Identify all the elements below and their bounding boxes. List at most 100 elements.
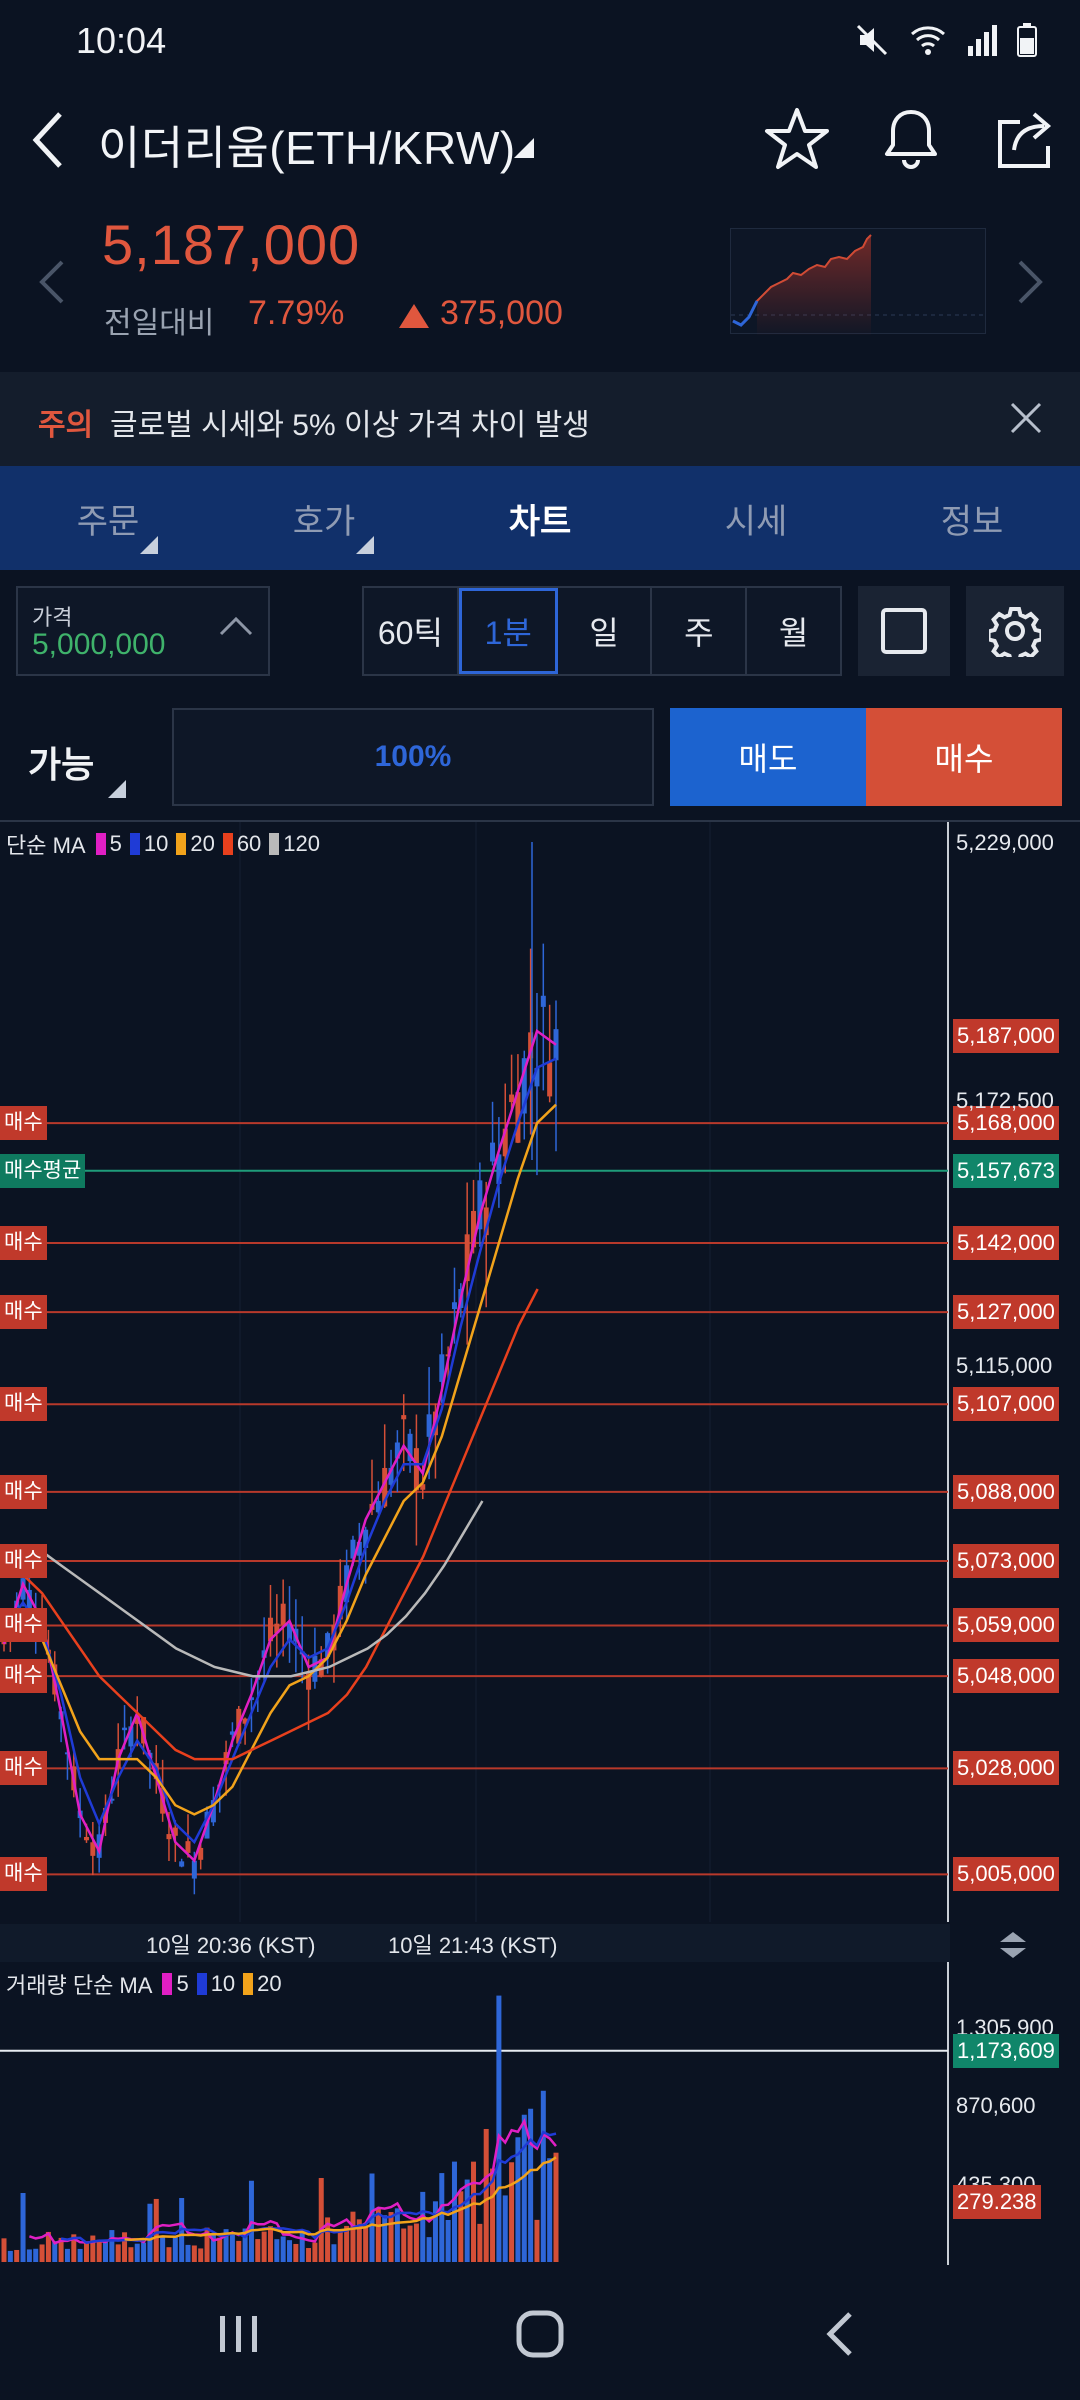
price-chart[interactable]: [0, 822, 1080, 1922]
volume-bar: [153, 2198, 159, 2262]
price-input-value[interactable]: 5,000,000: [32, 628, 166, 661]
volume-ma-line-5: [29, 2117, 557, 2245]
volume-bar: [90, 2235, 96, 2262]
price-tag: 5,028,000: [953, 1751, 1059, 1786]
candle-body: [166, 1834, 172, 1840]
pane-resize-handle[interactable]: [996, 1930, 1030, 1965]
tab-chart[interactable]: 차트: [432, 466, 648, 570]
candle-body: [280, 1603, 286, 1625]
timeframe-60tick[interactable]: 60틱: [364, 588, 459, 674]
timeframe-month[interactable]: 월: [778, 615, 809, 651]
buy-line-tag: 매수: [0, 1106, 47, 1141]
timeframe-day[interactable]: 일: [558, 588, 653, 674]
legend-swatch: [222, 833, 233, 855]
candle-body: [413, 1448, 419, 1491]
volume-bar: [401, 2228, 407, 2262]
candle-body: [528, 1032, 534, 1059]
volume-bar: [547, 2158, 553, 2262]
volume-bar: [540, 2090, 546, 2262]
volume-bar: [420, 2191, 426, 2262]
volume-bar: [103, 2241, 109, 2262]
volume-bar: [83, 2242, 89, 2262]
volume-chart[interactable]: [0, 1962, 1080, 2265]
star-icon: [765, 108, 829, 169]
volume-last-tag: 279.238: [953, 2185, 1041, 2219]
favorite-button[interactable]: [762, 104, 832, 179]
battery-icon: [1017, 23, 1037, 57]
tab-chart-label: 차트: [508, 502, 572, 541]
price-tag: 5,107,000: [953, 1387, 1059, 1422]
candle-body: [490, 1142, 496, 1162]
price-tag: 5,005,000: [953, 1857, 1059, 1892]
price-tag: 5,127,000: [953, 1295, 1059, 1330]
volume-bar: [210, 2235, 216, 2262]
volume-bar: [1, 2238, 7, 2262]
next-coin-button[interactable]: [1016, 258, 1044, 311]
volume-bar: [191, 2245, 197, 2262]
quantity-percent-field[interactable]: 100%: [172, 708, 654, 806]
home-button[interactable]: [514, 2308, 566, 2365]
volume-bar: [33, 2248, 39, 2262]
tab-quotes[interactable]: 시세: [648, 466, 864, 570]
axis-tick-label: 5,229,000: [956, 830, 1054, 855]
available-label[interactable]: 가능: [28, 744, 95, 785]
home-icon: [516, 2310, 564, 2358]
square-icon: [881, 608, 927, 654]
title-dropdown-caret[interactable]: [512, 136, 536, 165]
legend-item-label: 60: [236, 831, 262, 856]
candle-body: [401, 1415, 407, 1420]
candle-body: [426, 1414, 432, 1437]
volume-bar: [318, 2178, 324, 2262]
share-button[interactable]: [990, 104, 1060, 179]
chart-settings-button[interactable]: [966, 586, 1064, 676]
volume-bar: [160, 2236, 166, 2262]
candle-body: [20, 1578, 26, 1600]
prev-coin-button[interactable]: [38, 258, 66, 311]
volume-bar: [331, 2244, 337, 2262]
volume-bar: [388, 2212, 394, 2262]
candle-body: [534, 1068, 540, 1087]
price-stepper-button[interactable]: [218, 615, 254, 642]
volume-bar: [325, 2217, 331, 2262]
back-chevron-icon: [826, 2312, 852, 2356]
time-label: 10일 21:43 (KST): [388, 1933, 558, 1958]
tab-info[interactable]: 정보: [864, 466, 1080, 570]
volume-bar: [426, 2237, 432, 2262]
system-back-button[interactable]: [822, 2310, 856, 2363]
back-button[interactable]: [28, 108, 78, 178]
volume-bar: [134, 2243, 140, 2262]
notice-close-button[interactable]: [1008, 400, 1044, 441]
volume-bar: [471, 2161, 477, 2262]
chart-area[interactable]: [0, 820, 1080, 2265]
price-tag: 5,048,000: [953, 1659, 1059, 1694]
legend-item-label: 10: [143, 831, 169, 856]
recent-apps-icon: [220, 2316, 257, 2352]
recent-apps-button[interactable]: [216, 2312, 262, 2361]
volume-bar: [407, 2225, 413, 2262]
candle-body: [547, 1062, 553, 1097]
timeframe-1min[interactable]: 1분: [458, 588, 558, 674]
sell-button[interactable]: 매도: [670, 708, 866, 806]
notice-text: 글로벌 시세와 5% 이상 가격 차이 발생: [110, 409, 590, 442]
legend-swatch: [95, 833, 106, 855]
coin-title[interactable]: 이더리움(ETH/KRW): [98, 122, 516, 174]
candle-body: [388, 1467, 394, 1485]
volume-bar: [464, 2179, 470, 2262]
fullscreen-button[interactable]: [858, 586, 950, 676]
wifi-icon: [911, 26, 945, 55]
tab-orderbook[interactable]: 호가: [216, 466, 432, 570]
legend-item-label: 5: [176, 1971, 189, 1996]
volume-bar: [96, 2241, 102, 2262]
change-percent: 7.79%: [248, 294, 345, 332]
chevron-up-icon: [219, 616, 253, 636]
candle-body: [464, 1234, 470, 1282]
available-menu-caret[interactable]: [108, 780, 126, 798]
tab-order[interactable]: 주문: [0, 466, 216, 570]
volume-bar: [382, 2215, 388, 2262]
price-tag: 5,142,000: [953, 1225, 1059, 1260]
price-input-box[interactable]: [16, 586, 270, 676]
alert-button[interactable]: [876, 104, 946, 179]
buy-button[interactable]: 매수: [866, 708, 1062, 806]
volume-bar: [534, 2219, 540, 2262]
timeframe-week[interactable]: 주: [652, 588, 748, 674]
